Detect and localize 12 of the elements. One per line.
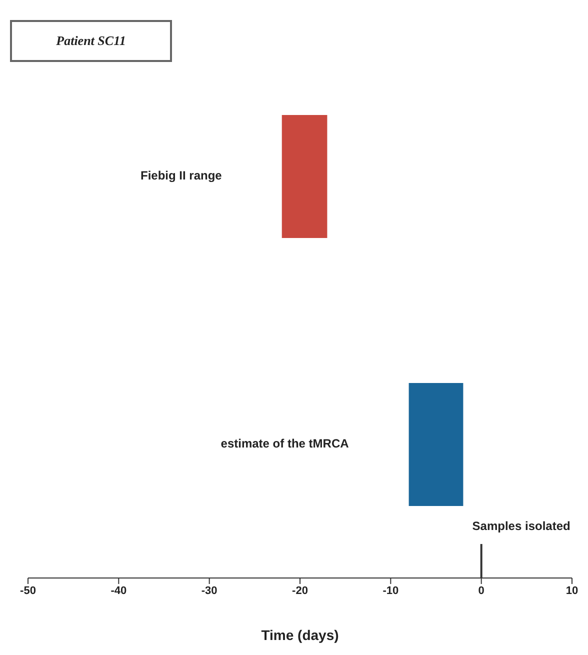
- x-tick-label: -40: [110, 584, 127, 597]
- x-tick-label: 0: [478, 584, 484, 597]
- x-axis-title: Time (days): [261, 627, 339, 643]
- x-tick-label: -20: [292, 584, 308, 597]
- x-tick-label: -50: [20, 584, 36, 597]
- x-tick-label: 10: [566, 584, 578, 597]
- x-tick-label: -30: [201, 584, 218, 597]
- chart-title: Patient SC11: [10, 20, 172, 62]
- x-tick-label: -10: [382, 584, 399, 597]
- ref-line-label: Samples isolated: [472, 519, 570, 533]
- y-tick-label: Fiebig II range: [140, 168, 222, 183]
- y-tick-label: estimate of the tMRCA: [220, 436, 350, 451]
